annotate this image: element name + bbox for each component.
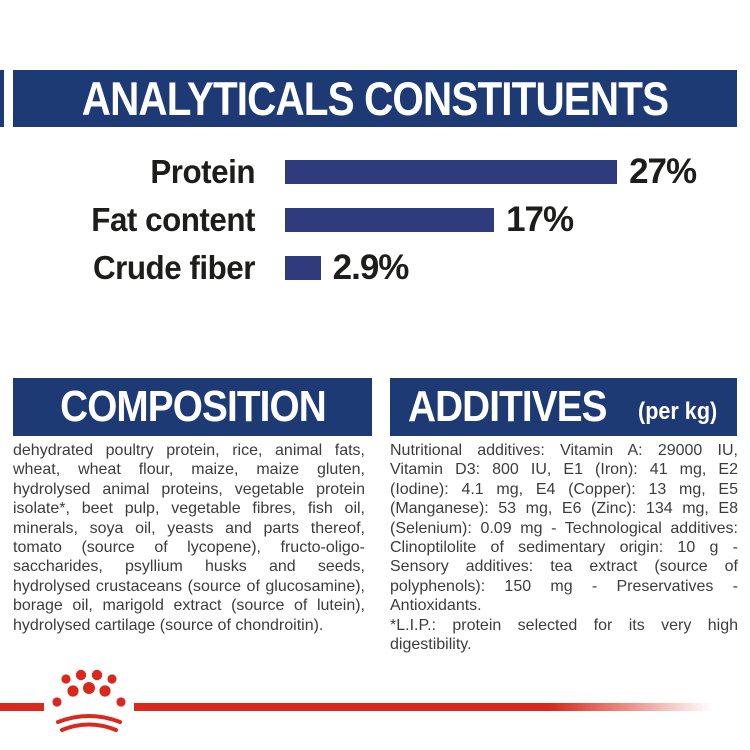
composition-title: COMPOSITION	[59, 382, 327, 431]
chart-value-label: 17%	[506, 200, 574, 239]
additives-header: ADDITIVES (per kg)	[390, 378, 737, 436]
chart-row-fat-content: Fat content 17%	[0, 196, 750, 244]
chart-value-label: 27%	[629, 152, 697, 191]
additives-body-text: Nutritional additives: Vitamin A: 29000 …	[390, 442, 738, 615]
additives-unit-label: (per kg)	[637, 398, 717, 425]
composition-header: COMPOSITION	[13, 378, 372, 436]
chart-category-label: Protein	[150, 153, 255, 190]
chart-bar	[285, 256, 321, 280]
chart-category-label: Crude fiber	[92, 249, 256, 286]
composition-body-text: dehydrated poultry protein, rice, animal…	[13, 442, 365, 634]
chart-bar	[285, 208, 495, 232]
analytical-constituents-header: ANALYTICALS CONSTITUENTS	[13, 70, 737, 127]
page-title: ANALYTICALS CONSTITUENTS	[81, 72, 669, 125]
chart-row-protein: Protein 27%	[0, 148, 750, 196]
footer-red-line-right	[134, 703, 712, 711]
royal-canin-crown-logo	[52, 669, 126, 732]
footer-red-line-left	[0, 703, 44, 711]
chart-bar	[285, 160, 618, 184]
chart-category-label: Fat content	[91, 201, 256, 238]
chart-value-label: 2.9%	[332, 248, 410, 287]
additives-title: ADDITIVES	[408, 382, 607, 431]
lip-footnote: *L.I.P.: protein selected for its very h…	[390, 616, 738, 654]
additives-body: Nutritional additives: Vitamin A: 29000 …	[390, 441, 738, 654]
chart-row-crude-fiber: Crude fiber 2.9%	[0, 244, 750, 292]
header-bar-edge-fragment	[0, 70, 4, 127]
analytical-constituents-chart: Protein 27% Fat content 17% Crude fiber 2.9%	[0, 148, 750, 292]
